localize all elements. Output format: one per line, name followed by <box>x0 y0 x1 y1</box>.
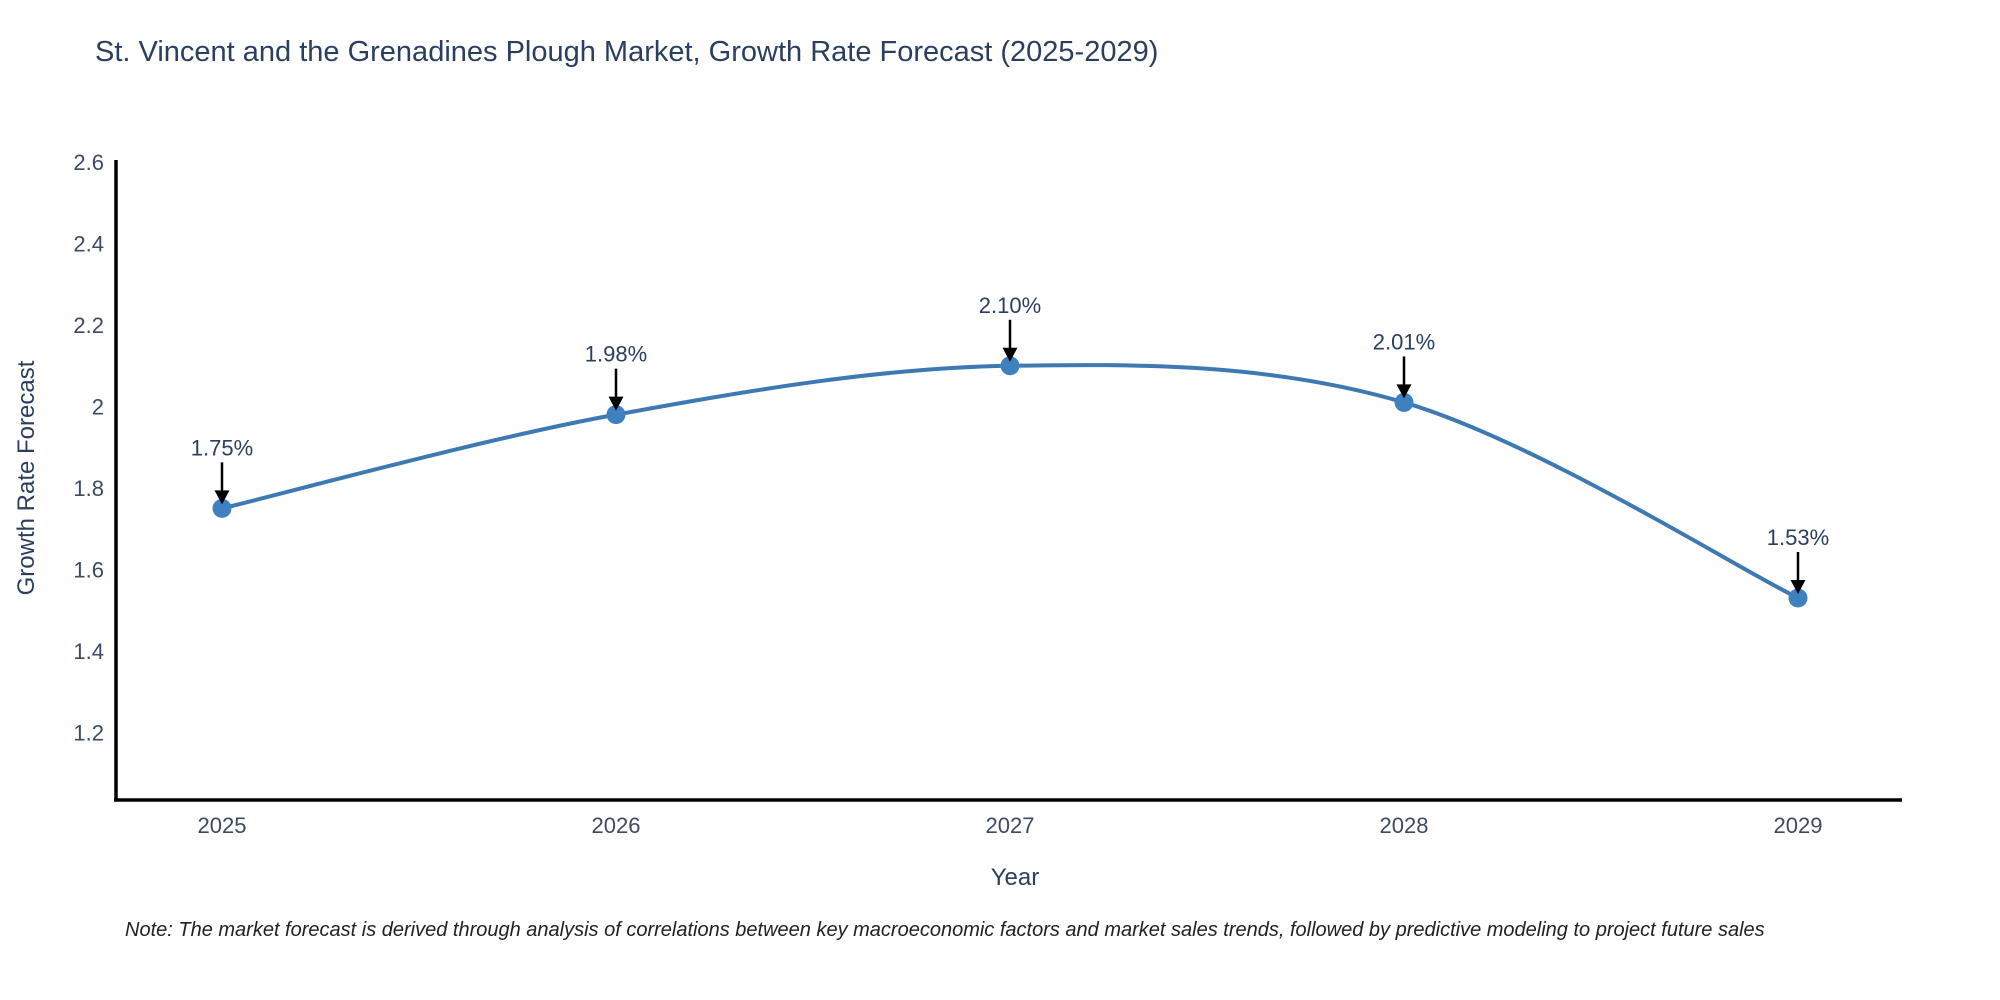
x-tick-label: 2029 <box>1774 813 1823 838</box>
point-value-label: 1.98% <box>585 342 647 367</box>
data-point <box>212 498 232 518</box>
x-tick-label: 2028 <box>1380 813 1429 838</box>
data-point <box>606 405 626 425</box>
x-tick-label: 2027 <box>986 813 1035 838</box>
y-tick-label: 1.4 <box>73 639 104 664</box>
chart-title: St. Vincent and the Grenadines Plough Ma… <box>95 36 1159 68</box>
point-value-label: 2.10% <box>979 293 1041 318</box>
data-point <box>1788 588 1808 608</box>
y-tick-label: 2.6 <box>73 150 104 175</box>
y-tick-label: 1.2 <box>73 721 104 746</box>
y-tick-label: 1.6 <box>73 558 104 583</box>
annotation-arrowhead <box>608 396 624 411</box>
annotation-arrowhead <box>214 490 230 505</box>
footnote: Note: The market forecast is derived thr… <box>125 919 1765 941</box>
point-value-label: 1.53% <box>1767 525 1829 550</box>
data-point <box>1000 356 1020 376</box>
point-value-label: 1.75% <box>191 435 253 460</box>
y-tick-label: 1.8 <box>73 476 104 501</box>
annotation-arrowhead <box>1790 580 1806 595</box>
annotation-arrowhead <box>1002 347 1018 362</box>
y-tick-label: 2.2 <box>73 313 104 338</box>
data-point <box>1394 392 1414 412</box>
annotation-arrowhead <box>1396 384 1412 399</box>
x-axis-title: Year <box>990 864 1040 891</box>
point-value-label: 2.01% <box>1373 329 1435 354</box>
x-tick-label: 2026 <box>592 813 641 838</box>
y-tick-label: 2 <box>92 395 104 420</box>
y-tick-label: 2.4 <box>73 232 104 257</box>
x-tick-label: 2025 <box>198 813 247 838</box>
forecast-line <box>221 363 1799 600</box>
